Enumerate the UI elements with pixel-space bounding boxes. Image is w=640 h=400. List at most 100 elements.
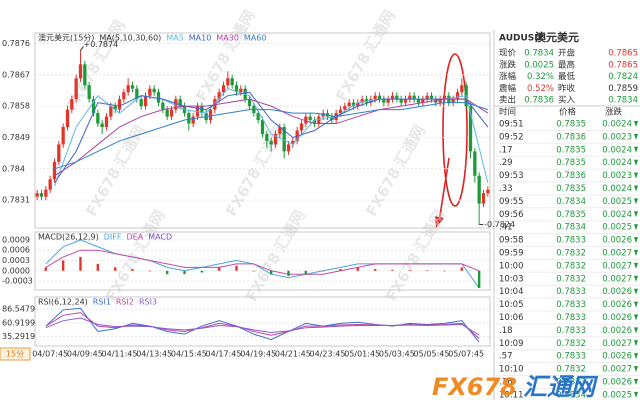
trade-cell: 0.7833 [556, 313, 586, 323]
down-arrow [634, 340, 638, 347]
trade-cell: 0.7832 [556, 339, 586, 349]
down-arrow [634, 237, 638, 244]
high-marker [80, 46, 84, 51]
macd-bar [96, 263, 100, 271]
trade-cell: 0.0024 [602, 158, 632, 168]
candle-body [126, 85, 130, 93]
macd-bar [217, 267, 221, 271]
y-tick-label: 0.0009 [2, 235, 30, 244]
macd-bar [460, 267, 464, 271]
trade-cell: .29 [499, 158, 513, 168]
candle-body [291, 140, 295, 145]
candle-body [477, 175, 481, 204]
x-tick-label: 04/09:45 [67, 350, 103, 359]
candle-body [486, 189, 490, 194]
down-arrow [634, 288, 638, 295]
macd-bar [477, 270, 481, 288]
y-tick-label: 0.0000 [2, 266, 30, 275]
quote-value: 0.7836 [524, 96, 554, 106]
trade-cell: 0.7835 [556, 120, 586, 130]
candle-body [65, 109, 70, 128]
macd-bar [183, 270, 186, 275]
trade-cell: 0.7834 [556, 390, 586, 400]
trade-cell: 09:59 [499, 249, 524, 259]
trade-cell: 0.7835 [556, 210, 586, 220]
quote-value: 0.7834 [524, 49, 554, 59]
y-tick-label: 60.9199 [2, 318, 35, 327]
trade-cell: 0.0023 [602, 132, 632, 142]
macd-bar [339, 269, 342, 271]
x-tick-label: 04/11:45 [102, 350, 138, 359]
down-arrow [634, 301, 638, 308]
candle-body [308, 116, 312, 121]
trade-cell: 0.0024 [602, 210, 632, 220]
candle-body [178, 99, 182, 107]
candle-body [373, 95, 377, 100]
candle-body [83, 64, 87, 86]
panel-frame [34, 296, 491, 347]
candle-body [226, 78, 230, 86]
macd-bar [44, 267, 48, 271]
candle-body [386, 99, 390, 103]
trade-cell: 0.0027 [602, 365, 632, 375]
trade-cell: .41 [499, 223, 513, 233]
candle-body [70, 99, 74, 110]
candle-body [265, 133, 269, 141]
candle-body [169, 109, 174, 117]
macd-bar [356, 267, 360, 271]
trade-cell: 0.7836 [556, 171, 586, 181]
x-tick-label: 04/13:45 [136, 350, 172, 359]
macd-bar [200, 270, 204, 273]
candle-body [429, 95, 434, 100]
quote-label: 昨收 [558, 83, 576, 94]
y-tick-label: 35.2919 [2, 332, 35, 341]
y-tick-label: 0.7876 [2, 39, 30, 48]
candle-body [438, 99, 442, 103]
trade-cell: 0.7832 [556, 261, 586, 271]
trade-cell: 0.0025 [602, 197, 632, 207]
trade-cell: 0.7834 [556, 197, 586, 207]
macd-bar [304, 270, 308, 275]
x-tick-label: 04/15:45 [171, 350, 207, 359]
logo-name: 汇通网 [523, 373, 599, 400]
candle-body [304, 116, 308, 124]
trade-cell: 0.0026 [602, 300, 632, 310]
candle-body [286, 144, 291, 152]
trade-cell: 0.7833 [556, 300, 586, 310]
candle-body [403, 99, 408, 103]
indicator-line [45, 249, 480, 275]
trade-cell: 10:00 [499, 261, 524, 271]
down-arrow [634, 185, 638, 192]
macd-bar [113, 267, 117, 271]
candle-body [48, 179, 52, 190]
trade-cell: 0.7833 [556, 378, 586, 388]
quote-label: 最高 [558, 59, 575, 70]
down-arrow [634, 121, 638, 127]
macd-bar [235, 265, 238, 271]
candle-body [174, 99, 178, 110]
legend-entry: MACD [148, 233, 172, 242]
candle-body [130, 85, 135, 89]
x-tick-label: 05/03:45 [379, 350, 415, 359]
trade-cell: 10:06 [499, 313, 524, 323]
quote-label: 买入 [558, 96, 576, 106]
candle-body [217, 92, 221, 100]
candle-body [104, 116, 109, 128]
candle-body [113, 106, 117, 110]
quote-label: 卖出 [499, 95, 516, 106]
x-tick-label: 05/01:45 [344, 350, 380, 359]
down-arrow [634, 391, 638, 398]
symbol-name: 澳元美元 [535, 30, 579, 44]
trade-column-header: 时间 [499, 107, 516, 118]
trade-cell: 0.7836 [556, 132, 586, 142]
candle-body [299, 123, 304, 131]
trade-cell: 0.0024 [602, 184, 632, 194]
trade-cell: 09:58 [499, 236, 524, 246]
trade-cell: 0.0027 [602, 261, 632, 271]
candle-body [39, 193, 44, 197]
macd-bar [131, 269, 134, 271]
candle-body [191, 116, 195, 124]
panel-title: MACD(26,12,9) [38, 233, 99, 242]
legend-entry: RSI2 [116, 298, 134, 307]
candle-body [135, 88, 139, 100]
